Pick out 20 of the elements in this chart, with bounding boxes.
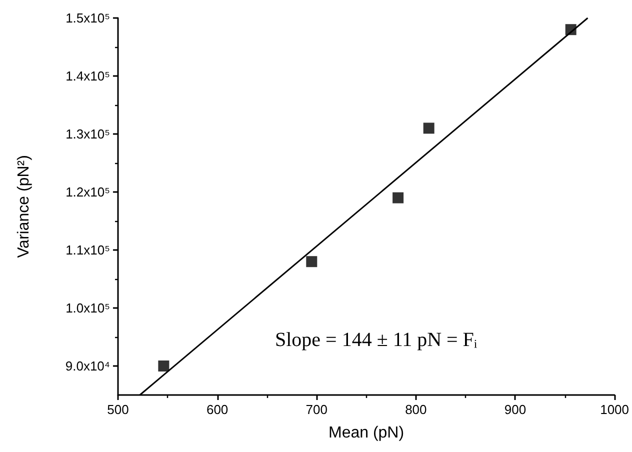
point [423,122,434,134]
y-axis-title: Variance (pN²) [16,155,32,258]
x-tick-label: 1000 [600,402,629,417]
x-tick-label: 800 [405,402,427,417]
annotation: Slope = 144 ± 11 pN = Fᵢ [275,329,478,351]
x-tick-label: 600 [206,402,228,417]
y-tick-label: 1.0x10⁵ [66,300,110,316]
x-tick-label: 900 [504,402,526,417]
y-tick-label: 1.5x10⁵ [66,10,110,26]
point [392,192,404,204]
y-tick-label: 1.1x10⁵ [66,242,110,258]
point [158,360,170,372]
point [306,256,318,268]
y-tick-label: 1.3x10⁵ [66,126,110,142]
y-tick-label: 9.0x10⁴ [65,358,110,374]
x-tick-label: 700 [306,402,328,417]
x-axis-title: Mean (pN) [328,424,404,442]
y-tick-label: 1.2x10⁵ [66,184,110,200]
y-tick-label: 1.4x10⁵ [66,68,110,84]
x-tick-label: 500 [107,402,129,417]
